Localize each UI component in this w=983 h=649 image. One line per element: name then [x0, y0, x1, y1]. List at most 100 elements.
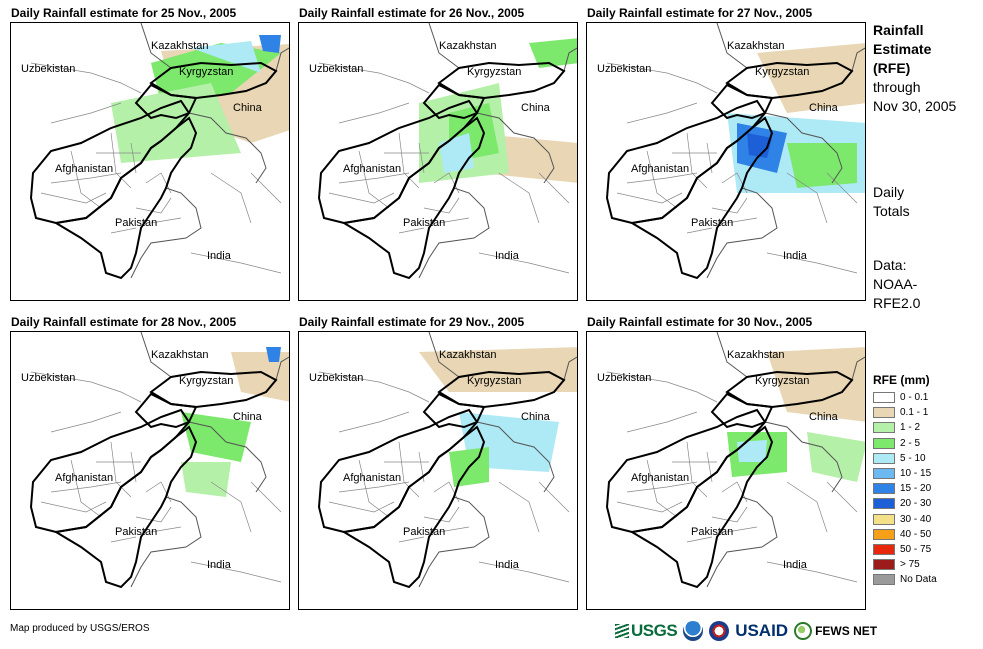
- country-label: Afghanistan: [55, 472, 113, 484]
- admin-boundary: [433, 172, 460, 194]
- focus-country-outline: [422, 392, 486, 429]
- admin-boundary: [328, 192, 395, 204]
- country-label: Pakistan: [691, 526, 733, 538]
- admin-boundary: [423, 197, 460, 214]
- admin-boundary: [398, 536, 425, 543]
- legend-label: 15 - 20: [900, 483, 932, 495]
- country-border: [764, 112, 843, 184]
- admin-boundary: [686, 132, 708, 189]
- admin-boundary: [358, 150, 390, 209]
- admin-boundary: [646, 459, 678, 518]
- usgs-wave-icon: [615, 624, 629, 638]
- focus-country-outline: [629, 116, 774, 280]
- rainfall-map-panel: Daily Rainfall estimate for 30 Nov., 200…: [586, 315, 866, 615]
- admin-boundary: [766, 561, 858, 583]
- legend-swatch: [873, 422, 895, 434]
- admin-boundary: [50, 102, 122, 124]
- country-label: Afghanistan: [55, 163, 113, 175]
- rainfall-area: [419, 347, 577, 392]
- admin-boundary: [70, 459, 102, 518]
- admin-boundary: [433, 481, 460, 503]
- legend-label: 20 - 30: [900, 498, 932, 510]
- country-label: Kyrgyzstan: [755, 375, 809, 387]
- admin-boundary: [606, 62, 718, 94]
- admin-boundary: [711, 506, 748, 523]
- country-label: Kyrgyzstan: [755, 66, 809, 78]
- rainfall-map: Kazakhstan Uzbekistan Kyrgyzstan China Afgha…: [597, 23, 865, 280]
- admin-boundary: [338, 411, 410, 433]
- country-label: Afghanistan: [343, 163, 401, 175]
- admin-boundary: [40, 501, 107, 513]
- rainfall-map-panel: Daily Rainfall estimate for 28 Nov., 200…: [10, 315, 290, 615]
- admin-boundary: [70, 150, 102, 209]
- country-label: India: [495, 559, 520, 571]
- country-label: India: [207, 250, 232, 262]
- rainfall-map-panel: Daily Rainfall estimate for 29 Nov., 200…: [298, 315, 578, 615]
- legend-swatch: [873, 468, 895, 480]
- focus-country-outline: [710, 392, 774, 429]
- rainfall-area: [231, 352, 289, 402]
- legend-swatch: [873, 513, 895, 525]
- admin-boundary: [110, 227, 137, 234]
- panel-title: Daily Rainfall estimate for 25 Nov., 200…: [11, 6, 237, 20]
- side-title-3: (RFE): [873, 60, 911, 76]
- legend-label: 0 - 0.1: [900, 392, 929, 404]
- admin-boundary: [646, 150, 678, 209]
- rainfall-area: [737, 440, 767, 462]
- country-label: Kazakhstan: [439, 40, 496, 52]
- country-label: China: [521, 102, 551, 114]
- map-frame: Kazakhstan Uzbekistan Kyrgyzstan China Afgha…: [10, 331, 290, 610]
- country-label: Kyrgyzstan: [179, 66, 233, 78]
- country-label: Kyrgyzstan: [467, 66, 521, 78]
- admin-boundary: [328, 501, 395, 513]
- legend-title-block: Rainfall Estimate (RFE): [873, 21, 931, 78]
- fewsnet-logo: FEWS NET: [794, 622, 877, 640]
- country-label: Kazakhstan: [439, 349, 496, 361]
- admin-boundary: [766, 252, 858, 274]
- admin-boundary: [318, 371, 430, 403]
- legend-item: 10 - 15: [873, 466, 937, 481]
- rainfall-legend: RFE (mm) 0 - 0.1 0.1 - 1 1 - 2 2 - 5 5 - 10 1…: [873, 373, 937, 587]
- admin-boundary: [30, 62, 142, 94]
- focus-country-outline: [53, 425, 198, 589]
- admin-boundary: [711, 197, 748, 214]
- country-label: India: [783, 250, 808, 262]
- country-label: India: [207, 559, 232, 571]
- focus-country-outline: [710, 83, 774, 120]
- rainfall-map-panel: Daily Rainfall estimate for 27 Nov., 200…: [586, 6, 866, 306]
- rainfall-area: [767, 347, 865, 422]
- admin-boundary: [721, 481, 748, 503]
- country-label: Uzbekistan: [21, 372, 75, 384]
- panel-title: Daily Rainfall estimate for 30 Nov., 200…: [587, 315, 813, 329]
- date-range-text: through Nov 30, 2005: [873, 78, 956, 116]
- legend-heading: RFE (mm): [873, 373, 930, 387]
- rainfall-area: [181, 462, 231, 497]
- admin-boundary: [135, 197, 172, 214]
- admin-boundary: [726, 526, 758, 533]
- legend-swatch: [873, 528, 895, 540]
- panel-title: Daily Rainfall estimate for 27 Nov., 200…: [587, 6, 813, 20]
- admin-boundary: [150, 526, 182, 533]
- country-label: Pakistan: [403, 217, 445, 229]
- admin-boundary: [538, 481, 570, 513]
- rainfall-map: Kazakhstan Uzbekistan Kyrgyzstan China Afgha…: [309, 332, 577, 589]
- rainfall-map-panel: Daily Rainfall estimate for 26 Nov., 200…: [298, 6, 578, 306]
- country-label: Uzbekistan: [597, 372, 651, 384]
- focus-country-outline: [134, 83, 198, 120]
- focus-country-outline: [629, 425, 774, 589]
- country-label: China: [233, 411, 263, 423]
- legend-swatch: [873, 437, 895, 449]
- legend-item: > 75: [873, 557, 937, 572]
- side-title-1: Rainfall: [873, 22, 924, 38]
- legend-item: 30 - 40: [873, 512, 937, 527]
- side-title-2: Estimate: [873, 41, 932, 57]
- rainfall-area: [747, 133, 772, 158]
- country-border: [476, 421, 555, 493]
- legend-swatch: [873, 574, 895, 586]
- legend-swatch: [873, 559, 895, 571]
- admin-boundary: [423, 506, 460, 523]
- panel-title: Daily Rainfall estimate for 26 Nov., 200…: [299, 6, 525, 20]
- legend-swatch: [873, 498, 895, 510]
- country-label: Kyrgyzstan: [179, 375, 233, 387]
- legend-item: 20 - 30: [873, 496, 937, 511]
